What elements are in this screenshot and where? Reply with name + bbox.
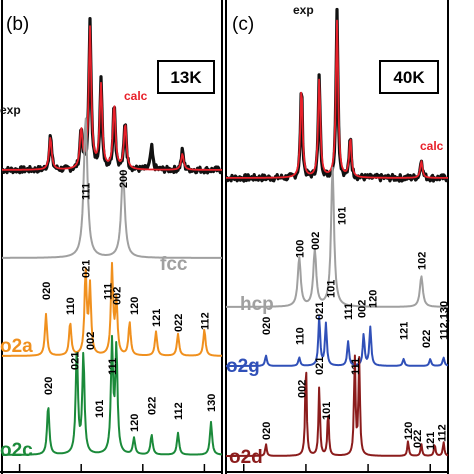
panel-b-temperature-box <box>157 60 215 94</box>
curve-label-o2d: o2d <box>229 447 263 468</box>
panel-c-ticks <box>243 464 431 472</box>
reflection-label-o2a: 002 <box>111 287 123 305</box>
exp-annotation: exp <box>293 3 314 17</box>
reflection-label-o2a: 112 <box>199 312 211 330</box>
panel-b-temperature: 13K <box>170 68 202 87</box>
reflection-label-o2c: 112 <box>173 402 185 420</box>
series-calc-line <box>226 19 448 179</box>
reflection-label-fcc: 111 <box>81 183 93 200</box>
series-calc-line <box>1 25 223 171</box>
reflection-label-hcp: 102 <box>416 252 428 270</box>
reflection-label-o2c: 002 <box>85 332 97 350</box>
reflection-label-fcc: 200 <box>118 170 130 188</box>
panel-b-curves <box>1 17 223 456</box>
reflection-label-hcp: 100 <box>294 240 306 258</box>
reflection-label-o2g: 002 <box>356 300 368 318</box>
reflection-label-o2a: 121 <box>151 309 163 327</box>
curve-label-hcp: hcp <box>240 294 274 315</box>
reflection-label-o2c: 101 <box>94 400 106 418</box>
reflection-label-o2d: 002 <box>296 380 308 398</box>
reflection-label-o2g: 111 <box>343 303 355 320</box>
reflection-label-o2d: 111 <box>350 358 362 375</box>
reflection-label-o2d: 020 <box>261 422 273 440</box>
reflection-label-o2d: 120 <box>403 422 415 440</box>
series-o2a-line <box>1 261 223 357</box>
panel-c-temperature: 40K <box>393 68 425 87</box>
reflection-label-o2g: 120 <box>368 290 380 308</box>
reflection-label-o2c: 130 <box>206 394 218 412</box>
exp-annotation: exp <box>0 103 21 117</box>
series-o2d-line <box>225 354 449 457</box>
curve-label-fcc: fcc <box>160 254 188 275</box>
reflection-label-o2a: 020 <box>41 282 53 300</box>
panel-c-letter: (c) <box>232 14 254 35</box>
reflection-label-hcp: 002 <box>310 232 322 250</box>
curve-label-o2c: o2c <box>0 440 33 461</box>
reflection-label-o2d: 022 <box>412 430 424 448</box>
reflection-label-o2c: 020 <box>43 377 55 395</box>
reflection-label-o2a: 022 <box>173 314 185 332</box>
reflection-label-o2g: 110 <box>294 327 306 345</box>
reflection-label-o2a: 021 <box>81 260 93 278</box>
panel-c-curves <box>225 7 449 457</box>
reflection-label-o2a: 110 <box>65 297 77 315</box>
reflection-label-o2g: 101 <box>325 280 337 298</box>
reflection-label-o2g: 121 <box>399 322 411 340</box>
reflection-label-o2c: 111 <box>107 358 119 375</box>
calc-annotation: calc <box>124 89 148 103</box>
curve-label-o2g: o2g <box>226 356 260 377</box>
series-hcp-line <box>225 166 449 308</box>
reflection-label-o2a: 120 <box>129 297 141 315</box>
panel-b: (b) 13K fcco2ao2c11120002011002111100212… <box>0 0 223 474</box>
panel-c: (c) 40K hcp o2g o2d 100 002 101 102 020 110 021 10… <box>225 0 451 474</box>
reflection-label-o2c: 021 <box>70 352 82 370</box>
curve-label-o2a: o2a <box>0 336 33 357</box>
reflection-label-o2c: 120 <box>129 414 141 432</box>
series-o2c-line <box>1 334 223 456</box>
reflection-label-o2a: 111 <box>103 283 115 300</box>
reflection-label-o2d: 021 <box>314 357 326 375</box>
series-o2g-line <box>225 315 449 367</box>
panel-c-temperature-box <box>379 60 439 94</box>
reflection-label-o2c: 022 <box>147 397 159 415</box>
series-fcc-line <box>1 117 223 259</box>
calc-annotation: calc <box>420 139 444 153</box>
reflection-label-o2g: 022 <box>421 330 433 348</box>
reflection-label-o2g: 021 <box>314 302 326 320</box>
reflection-label-o2g: 112,130 <box>439 301 451 340</box>
reflection-label-o2d: 121 <box>425 432 437 450</box>
reflection-label-o2g: 020 <box>261 317 273 335</box>
panel-b-ticks <box>18 464 206 472</box>
reflection-label-o2d: 101 <box>321 402 333 420</box>
reflection-label-o2d: 112 <box>436 424 448 442</box>
reflection-label-hcp: 101 <box>336 207 348 225</box>
panel-b-letter: (b) <box>6 14 29 35</box>
